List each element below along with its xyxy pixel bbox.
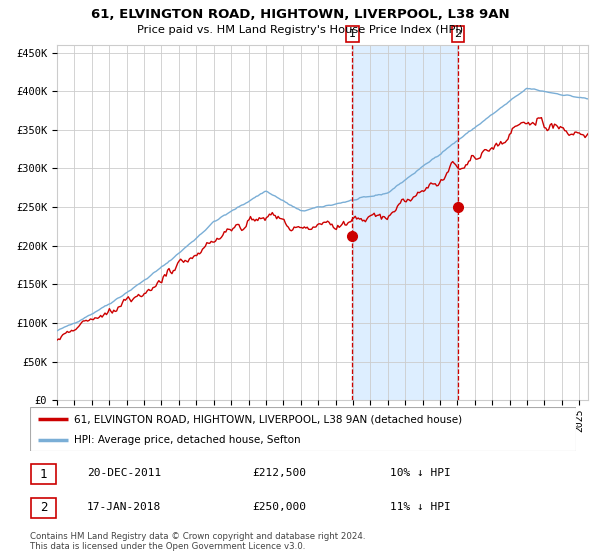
Text: 11% ↓ HPI: 11% ↓ HPI — [390, 502, 451, 512]
Text: 61, ELVINGTON ROAD, HIGHTOWN, LIVERPOOL, L38 9AN (detached house): 61, ELVINGTON ROAD, HIGHTOWN, LIVERPOOL,… — [74, 414, 462, 424]
Text: 61, ELVINGTON ROAD, HIGHTOWN, LIVERPOOL, L38 9AN: 61, ELVINGTON ROAD, HIGHTOWN, LIVERPOOL,… — [91, 8, 509, 21]
Text: 2: 2 — [40, 501, 47, 515]
Text: HPI: Average price, detached house, Sefton: HPI: Average price, detached house, Seft… — [74, 435, 301, 445]
Text: Price paid vs. HM Land Registry's House Price Index (HPI): Price paid vs. HM Land Registry's House … — [137, 25, 463, 35]
Text: £212,500: £212,500 — [252, 468, 306, 478]
Text: 17-JAN-2018: 17-JAN-2018 — [87, 502, 161, 512]
Bar — [352, 45, 458, 400]
Text: Contains HM Land Registry data © Crown copyright and database right 2024.
This d: Contains HM Land Registry data © Crown c… — [30, 532, 365, 552]
Text: 2: 2 — [455, 29, 461, 39]
Text: 1: 1 — [349, 29, 356, 39]
Text: 10% ↓ HPI: 10% ↓ HPI — [390, 468, 451, 478]
Text: 20-DEC-2011: 20-DEC-2011 — [87, 468, 161, 478]
Text: £250,000: £250,000 — [252, 502, 306, 512]
Text: 1: 1 — [40, 468, 47, 481]
